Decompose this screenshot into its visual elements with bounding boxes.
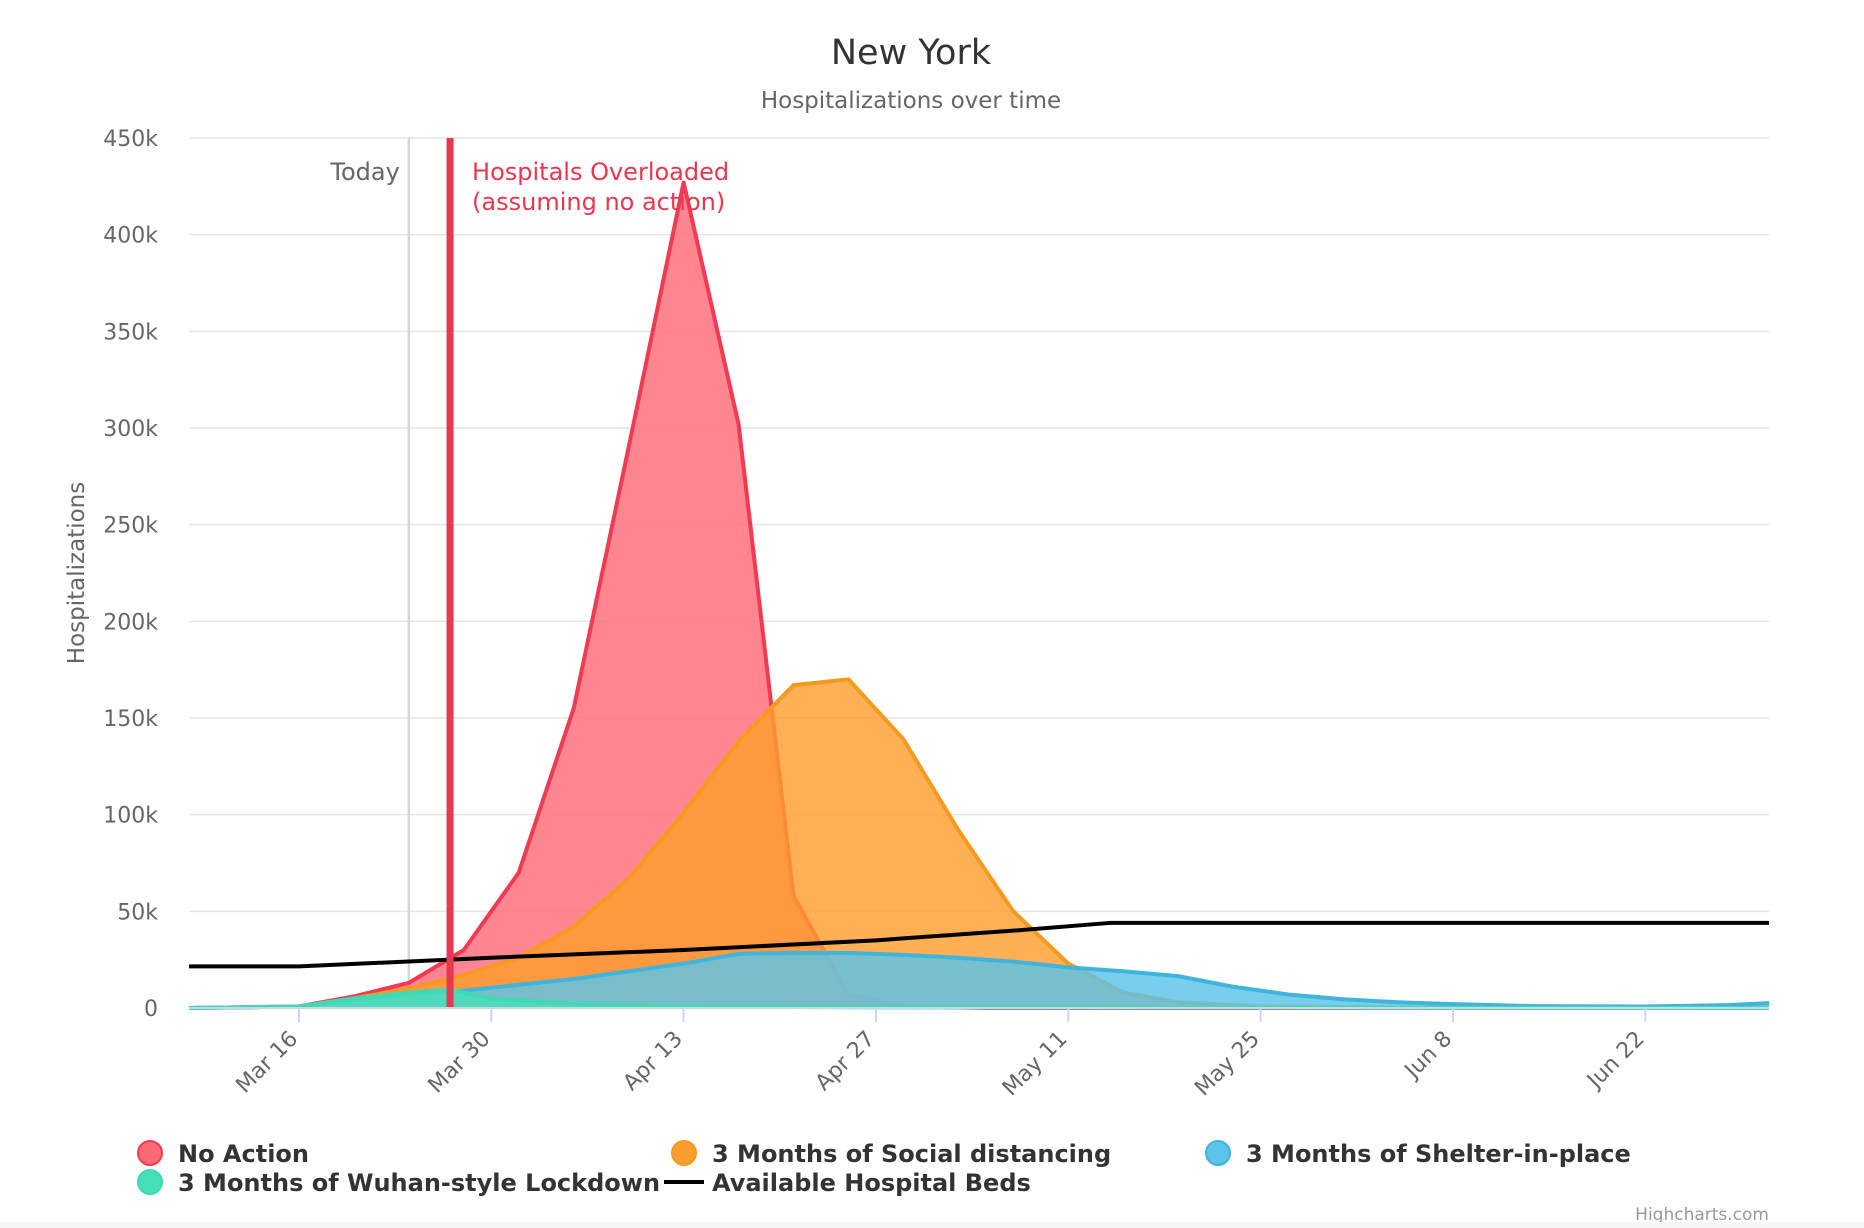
legend: No Action 3 Months of Social distancing 3 … <box>137 1140 1631 1197</box>
legend-label: No Action <box>178 1140 309 1168</box>
legend-symbol <box>671 1140 697 1166</box>
legend-symbol <box>137 1169 163 1195</box>
legend-item[interactable]: 3 Months of Shelter-in-place <box>1205 1140 1631 1168</box>
legend-item[interactable]: 3 Months of Wuhan-style Lockdown <box>137 1169 660 1197</box>
x-tick-label: Mar 30 <box>424 1027 496 1099</box>
series-area <box>189 989 1769 1008</box>
x-tick-label: May 25 <box>1190 1027 1265 1102</box>
y-tick-label: 350k <box>103 320 158 345</box>
legend-label: 3 Months of Shelter-in-place <box>1246 1140 1631 1168</box>
series-areas <box>188 180 1770 1010</box>
y-axis-title: Hospitalizations <box>64 482 90 664</box>
x-tick-label: Mar 16 <box>231 1027 303 1099</box>
y-tick-label: 0 <box>144 997 158 1022</box>
y-tick-label: 300k <box>103 417 158 442</box>
legend-item[interactable]: 3 Months of Social distancing <box>671 1140 1111 1168</box>
legend-label: Available Hospital Beds <box>712 1169 1031 1197</box>
series-lines <box>189 920 1769 969</box>
x-tick-label: Apr 27 <box>811 1027 880 1096</box>
y-tick-label: 50k <box>117 900 158 925</box>
y-tick-label: 200k <box>103 610 158 635</box>
y-tick-label: 450k <box>103 127 158 152</box>
hospitals-overloaded-label: (assuming no action) <box>472 188 725 216</box>
plot-line-labels: Today Hospitals Overloaded(assuming no ac… <box>329 138 729 1008</box>
footer-strip <box>0 1222 1864 1228</box>
x-tick-label: Jun 22 <box>1581 1027 1649 1095</box>
today-label: Today <box>329 158 399 186</box>
series-outline <box>188 987 1770 1010</box>
chart-subtitle: Hospitalizations over time <box>761 88 1061 114</box>
grid <box>189 137 1769 913</box>
y-tick-label: 250k <box>103 514 158 539</box>
series-area <box>189 679 1769 1008</box>
legend-symbol <box>1205 1140 1231 1166</box>
x-tick-label: Jun 8 <box>1399 1027 1457 1085</box>
y-tick-label: 400k <box>103 224 158 249</box>
legend-item[interactable]: No Action <box>137 1140 309 1168</box>
legend-label: 3 Months of Wuhan-style Lockdown <box>178 1169 660 1197</box>
legend-symbol <box>137 1140 163 1166</box>
x-tick-label: May 11 <box>998 1027 1073 1102</box>
series-area <box>189 952 1769 1008</box>
chart-title: New York <box>831 33 992 73</box>
hospital-beds-line <box>189 920 1769 969</box>
y-tick-label: 150k <box>103 707 158 732</box>
credits-label[interactable]: Highcharts.com <box>1635 1205 1769 1225</box>
x-tick-label: Apr 13 <box>619 1027 688 1096</box>
series-area <box>189 182 1769 1008</box>
legend-label: 3 Months of Social distancing <box>712 1140 1111 1168</box>
hospitals-overloaded-label: Hospitals Overloaded <box>472 158 729 186</box>
legend-item[interactable]: Available Hospital Beds <box>664 1169 1031 1197</box>
series-outline <box>188 950 1770 1010</box>
y-tick-label: 100k <box>103 804 158 829</box>
